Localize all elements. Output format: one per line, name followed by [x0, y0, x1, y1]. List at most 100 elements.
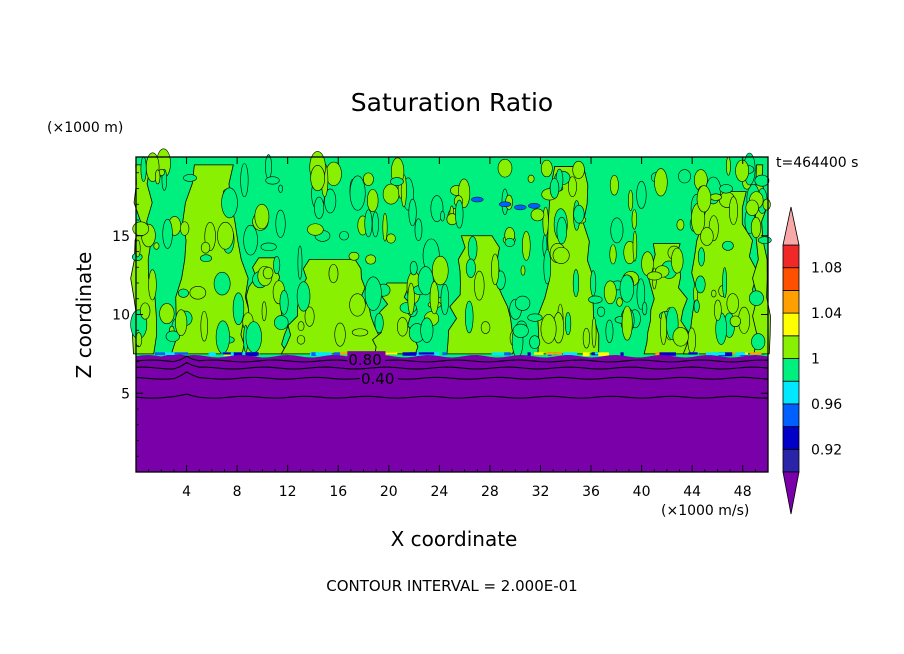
colorbar-segment [782, 244, 800, 269]
texture-patch [297, 321, 305, 332]
transition-patch [582, 352, 590, 357]
texture-patch [364, 276, 382, 311]
texture-patch [362, 172, 374, 186]
texture-patch [605, 319, 614, 344]
texture-patch [200, 310, 208, 342]
texture-patch [349, 175, 366, 211]
x-tick-label: 12 [279, 484, 297, 500]
texture-patch [274, 315, 289, 330]
texture-patch [159, 303, 175, 325]
blue-patch [514, 204, 527, 211]
transition-patch [725, 352, 733, 357]
texture-patch [654, 168, 668, 197]
texture-patch [240, 163, 249, 198]
texture-patch [217, 221, 234, 250]
texture-patch [480, 321, 491, 334]
texture-patch [465, 258, 476, 278]
colorbar-tick-label: 1.04 [811, 306, 842, 322]
transition-patch [598, 352, 610, 357]
transition-patch [504, 352, 511, 356]
transition-patch [620, 352, 624, 356]
texture-patch [729, 315, 742, 328]
texture-patch [254, 203, 270, 230]
colorbar-segment [782, 380, 800, 405]
x-tick-label: 28 [481, 484, 499, 500]
contour-line [135, 361, 769, 370]
texture-patch [636, 180, 647, 209]
texture-patch [455, 199, 464, 229]
texture-patch [153, 242, 160, 250]
transition-patch [154, 352, 165, 356]
texture-patch [567, 176, 577, 198]
texture-patch [297, 245, 303, 280]
texture-patch [213, 271, 231, 296]
colorbar-under-triangle [782, 471, 800, 515]
texture-patch [189, 285, 207, 300]
texture-patch [179, 221, 190, 236]
transition-patch [442, 352, 448, 356]
transition-patch [749, 352, 762, 355]
texture-patch [520, 265, 526, 276]
y-tick-label: 15 [112, 229, 130, 245]
texture-patch [591, 317, 597, 348]
heatmap-field: 0.800.40 [130, 148, 772, 472]
contour-interval-note: CONTOUR INTERVAL = 2.000E-01 [326, 577, 578, 595]
colorbar-segment [782, 448, 800, 473]
x-tick-label: 40 [633, 484, 651, 500]
texture-patch [504, 237, 515, 247]
contour-label-bg [347, 351, 386, 367]
x-tick-label: 4 [182, 484, 191, 500]
texture-patch [745, 199, 759, 216]
texture-patch [726, 156, 731, 176]
texture-patch [610, 217, 624, 244]
texture-patch [711, 289, 717, 298]
texture-patch [696, 185, 712, 213]
texture-patch [636, 278, 646, 310]
colorbar-tick-label: 0.96 [811, 397, 842, 413]
texture-patch [154, 169, 161, 185]
chart-title: Saturation Ratio [350, 88, 554, 117]
texture-patch [382, 213, 388, 242]
texture-patch [374, 312, 384, 334]
x-tick-label: 48 [734, 484, 752, 500]
texture-patch [762, 198, 771, 211]
texture-patch [175, 309, 188, 336]
texture-patch [521, 231, 531, 261]
texture-patch [177, 288, 189, 298]
texture-patch [432, 255, 449, 286]
texture-patch [632, 230, 638, 262]
texture-patch [603, 280, 617, 305]
texture-patch [596, 306, 606, 317]
texture-patch [722, 240, 734, 251]
transition-patch [659, 352, 676, 356]
colorbar-segment [782, 335, 800, 359]
texture-patch [245, 321, 262, 353]
texture-patch [564, 312, 572, 336]
x-tick-label: 20 [380, 484, 398, 500]
texture-patch [530, 208, 545, 222]
texture-patch [609, 174, 619, 196]
texture-patch [678, 169, 691, 184]
x-axis-unit: (×1000 m/s) [661, 503, 750, 519]
texture-patch [132, 221, 150, 236]
texture-patch [232, 292, 245, 326]
texture-patch [465, 300, 474, 334]
texture-patch [140, 156, 147, 182]
transition-patch [688, 352, 698, 355]
texture-patch [621, 305, 633, 341]
texture-patch [140, 302, 151, 320]
colorbar-over-triangle [782, 206, 800, 246]
texture-patch [200, 254, 212, 263]
texture-patch [325, 161, 342, 187]
texture-patch [275, 209, 286, 238]
texture-patch [582, 327, 591, 349]
texture-patch [750, 217, 762, 238]
texture-patch [183, 174, 197, 182]
transition-patch [743, 352, 749, 355]
texture-patch [672, 327, 689, 347]
x-tick-label: 24 [430, 484, 448, 500]
texture-patch [474, 270, 485, 301]
texture-patch [324, 188, 337, 214]
transition-patch [706, 352, 716, 356]
